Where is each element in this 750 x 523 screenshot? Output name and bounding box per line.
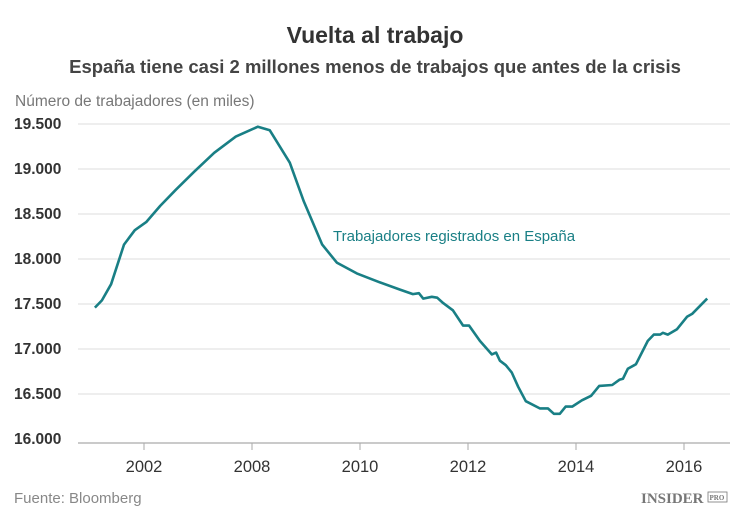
y-axis: 16.000 16.500 17.000 17.500 18.000 18.500 19.0… (14, 116, 61, 448)
x-tick-label: 2014 (558, 458, 595, 476)
insider-pro-logo: INSIDER PRO (641, 491, 728, 507)
y-tick-label: 16.000 (14, 431, 61, 448)
y-tick-label: 16.500 (14, 386, 61, 403)
y-tick-label: 18.000 (14, 251, 61, 268)
x-tick-label: 2008 (234, 458, 271, 476)
gridlines (78, 123, 730, 395)
x-tick-label: 2002 (126, 458, 163, 476)
chart-title: Vuelta al trabajo (287, 22, 464, 48)
svg-text:INSIDER: INSIDER (641, 491, 704, 507)
x-tick-label: 2010 (342, 458, 379, 476)
source-note: Fuente: Bloomberg (14, 490, 142, 507)
y-tick-label: 17.500 (14, 296, 61, 313)
svg-text:PRO: PRO (710, 494, 725, 502)
chart-subtitle: España tiene casi 2 millones menos de tr… (69, 56, 681, 77)
y-tick-label: 19.000 (14, 161, 61, 178)
y-tick-label: 19.500 (14, 116, 61, 133)
x-tick-label: 2016 (666, 458, 703, 476)
series-line (93, 125, 709, 416)
y-tick-label: 18.500 (14, 206, 61, 223)
x-tick-label: 2012 (450, 458, 487, 476)
y-axis-title: Número de trabajadores (en miles) (15, 93, 255, 110)
series-label: Trabajadores registrados en España (333, 228, 576, 245)
x-axis: 2002 2008 2010 2012 2014 2016 (78, 442, 730, 476)
y-tick-label: 17.000 (14, 341, 61, 358)
